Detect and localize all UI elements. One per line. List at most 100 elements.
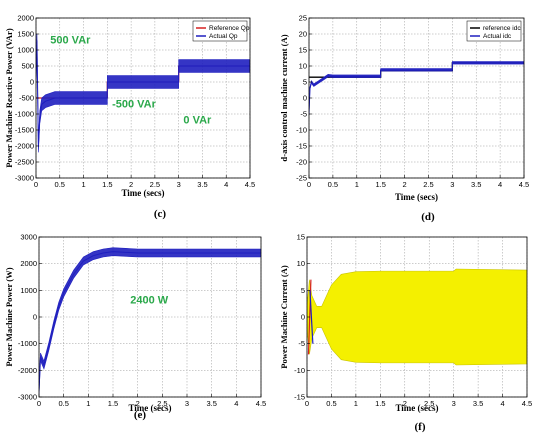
y-tick-label: -2500 (15, 158, 34, 167)
legend-box (192, 20, 248, 42)
y-tick-label: 2000 (17, 14, 34, 23)
series-1-line (36, 40, 250, 147)
x-tick-label: 2 (136, 399, 140, 408)
y-tick-label: -1000 (18, 339, 37, 348)
y-tick-label: -2000 (15, 142, 34, 151)
y-tick-label: 5 (303, 78, 307, 87)
x-tick-label: 1 (81, 180, 85, 189)
annotation: 0 VAr (183, 115, 212, 127)
y-tick-label: 10 (297, 259, 305, 268)
y-tick-label: -5 (300, 110, 307, 119)
x-tick-label: 1.5 (375, 399, 385, 408)
y-tick-label: -15 (294, 393, 305, 402)
annotation: 2400 W (130, 295, 169, 307)
x-tick-label: 4.5 (519, 180, 529, 189)
y-tick-label: -2000 (18, 366, 37, 375)
annotation: -500 VAr (112, 99, 157, 111)
x-tick-label: 2 (402, 180, 406, 189)
legend-entry: Actual Qp (209, 33, 238, 40)
plot-area (309, 18, 524, 178)
y-tick-label: 500 (21, 62, 34, 71)
x-tick-label: 0 (307, 180, 311, 189)
x-tick-label: 4.5 (522, 399, 532, 408)
chart-e: 0 0.5 1 1.5 2 2.5 3 3.5 4 4.5 3000 2000 1000 0 -1000 -2… (4, 233, 266, 414)
x-tick-label: 1.5 (108, 399, 118, 408)
y-tick-label: 0 (30, 78, 34, 87)
series-0-envelope (307, 268, 527, 366)
x-tick-label: 1 (86, 399, 90, 408)
x-tick-label: 3 (452, 399, 456, 408)
y-tick-label: -5 (298, 339, 305, 348)
x-tick-label: 2.5 (423, 180, 433, 189)
y-axis-label: Power Machine Power (W) (4, 267, 14, 366)
legend-entry: Reference Qp (209, 25, 250, 32)
y-axis-label: Power Machine Current (A) (279, 265, 289, 369)
y-tick-label: -25 (296, 174, 307, 183)
y-tick-label: -1500 (15, 126, 34, 135)
y-axis-label: Power Machine Reactive Power (VAr) (4, 28, 14, 168)
x-tick-label: 3 (450, 180, 454, 189)
x-tick-label: 3 (185, 399, 189, 408)
x-tick-label: 2.5 (150, 180, 160, 189)
x-tick-label: 3.5 (206, 399, 216, 408)
x-tick-label: 3.5 (197, 180, 207, 189)
plot-marks (39, 247, 261, 396)
y-tick-label: 3000 (20, 233, 37, 242)
x-tick-label: 0.5 (328, 180, 338, 189)
series-0-band (39, 247, 261, 396)
x-tick-label: 2 (129, 180, 133, 189)
y-tick-label: -20 (296, 158, 307, 167)
x-tick-label: 3.5 (471, 180, 481, 189)
caption-f: (f) (415, 421, 426, 433)
x-axis-label: Time (secs) (395, 403, 438, 413)
y-axis-label: d-axis control machine current (A) (279, 34, 289, 161)
x-tick-label: 1.5 (102, 180, 112, 189)
chart-d: 0 0.5 1 1.5 2 2.5 3 3.5 4 4.5 25 20 15 10 5 0 -5 -10 -15 -2… (279, 14, 529, 203)
caption-c: (c) (153, 208, 167, 220)
y-tick-label: 2000 (20, 259, 37, 268)
y-tick-label: 5 (301, 286, 305, 295)
x-tick-label: 1 (355, 180, 359, 189)
y-tick-label: 1000 (20, 286, 37, 295)
x-tick-label: 0 (34, 180, 38, 189)
x-tick-label: 3 (177, 180, 181, 189)
x-tick-label: 3.5 (473, 399, 483, 408)
x-axis-label: Time (secs) (121, 188, 164, 198)
y-tick-label: 15 (299, 46, 307, 55)
y-tick-label: -10 (296, 126, 307, 135)
chart-c: 0 0.5 1 1.5 2 2.5 3 3.5 4 4.5 2000 1500 1000 500 0 -500… (4, 14, 255, 199)
y-tick-label: 0 (303, 94, 307, 103)
y-tick-label: -10 (294, 366, 305, 375)
caption-d: (d) (421, 211, 435, 223)
y-tick-label: 25 (299, 14, 307, 23)
x-tick-label: 1 (354, 399, 358, 408)
x-tick-label: 0.5 (58, 399, 68, 408)
x-tick-label: 4 (234, 399, 238, 408)
x-tick-label: 4 (500, 399, 504, 408)
x-axis-label: Time (secs) (128, 403, 171, 413)
plot-marks (307, 268, 527, 366)
y-tick-label: -15 (296, 142, 307, 151)
x-axis-label: Time (secs) (395, 192, 438, 202)
x-tick-label: 2.5 (424, 399, 434, 408)
x-tick-label: 4.5 (245, 180, 255, 189)
annotation: 500 VAr (50, 35, 91, 47)
x-tick-label: 0.5 (55, 180, 65, 189)
x-tick-label: 0.5 (326, 399, 336, 408)
y-tick-label: -1000 (15, 110, 34, 119)
x-tick-label: 4 (224, 180, 228, 189)
y-tick-label: 20 (299, 30, 307, 39)
y-tick-label: 0 (33, 313, 37, 322)
x-tick-label: 2.5 (157, 399, 167, 408)
x-tick-label: 4 (498, 180, 502, 189)
y-tick-label: -500 (19, 94, 34, 103)
x-tick-label: 0 (305, 399, 309, 408)
series-1-band (309, 61, 524, 116)
y-tick-label: 1000 (17, 46, 34, 55)
y-tick-label: 1500 (17, 30, 34, 39)
y-tick-label: 0 (301, 313, 305, 322)
legend-box (466, 20, 522, 42)
x-tick-label: 0 (37, 399, 41, 408)
series-1-band (36, 33, 250, 153)
y-tick-label: 10 (299, 62, 307, 71)
